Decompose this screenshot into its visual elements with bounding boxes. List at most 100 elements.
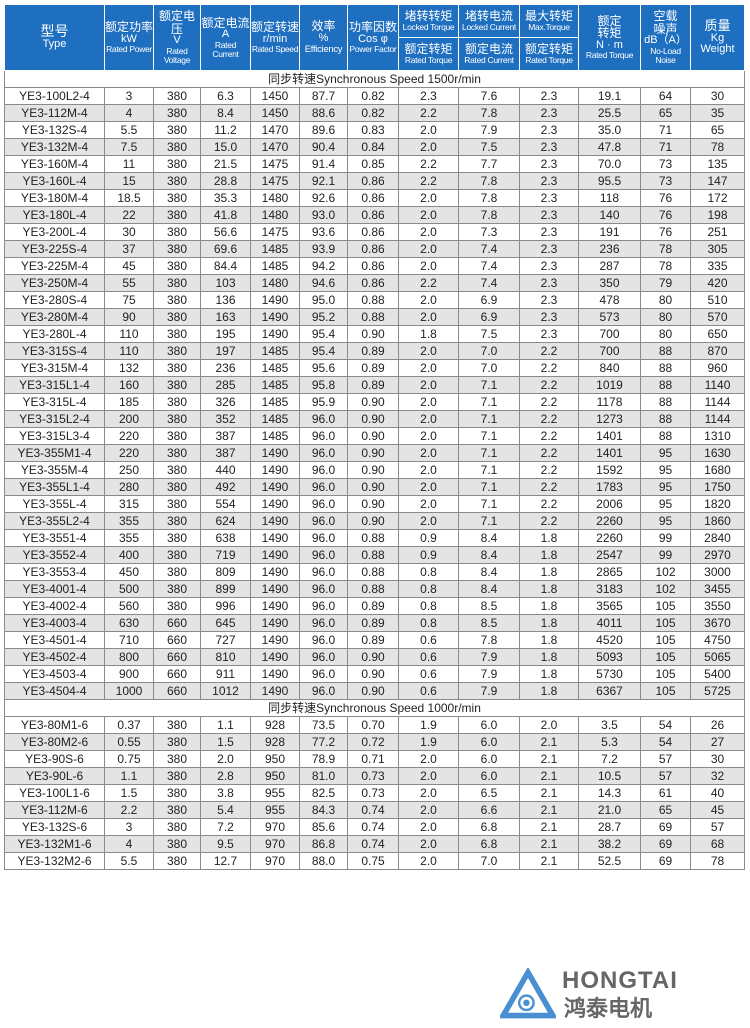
value-cell: 78.9: [299, 750, 348, 768]
value-cell: 75: [104, 291, 154, 309]
value-cell: 1475: [250, 223, 300, 241]
value-cell: 0.88: [347, 529, 399, 547]
value-cell: 7.1: [458, 427, 520, 445]
value-cell: 118: [578, 189, 641, 207]
value-cell: 7.7: [458, 155, 520, 173]
value-cell: 380: [153, 359, 201, 377]
value-cell: 45: [104, 257, 154, 275]
value-cell: 2.3: [519, 104, 579, 122]
section-title: 同步转速Synchronous Speed 1000r/min: [4, 699, 745, 717]
value-cell: 2.3: [519, 121, 579, 139]
value-cell: 99: [640, 529, 691, 547]
value-cell: 1.8: [519, 631, 579, 649]
value-cell: 76: [640, 206, 691, 224]
value-cell: 0.74: [347, 801, 399, 819]
model-cell: YE3-80M1-6: [4, 716, 105, 734]
header-en: Rated Voltage: [163, 45, 191, 65]
value-cell: 32: [690, 767, 745, 785]
value-cell: 380: [153, 835, 201, 853]
value-cell: 3455: [690, 580, 745, 598]
value-cell: 1401: [578, 444, 641, 462]
value-cell: 61: [640, 784, 691, 802]
value-cell: 2.3: [519, 138, 579, 156]
value-cell: 1592: [578, 461, 641, 479]
value-cell: 2.0: [398, 223, 459, 241]
value-cell: 0.90: [347, 393, 399, 411]
table-row: YE3-355L-4 315 380 554 1490 96.0 0.90 2.0 7.1 2.2…: [4, 495, 745, 513]
value-cell: 7.2: [200, 818, 251, 836]
header-unit: N · m: [596, 38, 623, 51]
header-en: No-Load: [650, 45, 681, 56]
value-cell: 2.3: [519, 325, 579, 343]
table-row: YE3-160M-4 11 380 21.5 1475 91.4 0.85 2.2 7.7 2.3…: [4, 155, 745, 173]
value-cell: 0.89: [347, 631, 399, 649]
header-cn: 最大转矩: [524, 9, 573, 24]
model-cell: YE3-315M-4: [4, 359, 105, 377]
value-cell: 0.82: [347, 104, 399, 122]
value-cell: 7.1: [458, 461, 520, 479]
header-cn: 堵转电流: [464, 9, 513, 24]
header-cn: 额定转速: [251, 19, 300, 34]
value-cell: 0.8: [398, 563, 459, 581]
value-cell: 2840: [690, 529, 745, 547]
value-cell: 450: [104, 563, 154, 581]
value-cell: 7.8: [458, 206, 520, 224]
value-cell: 2.1: [519, 852, 579, 870]
model-cell: YE3-200L-4: [4, 223, 105, 241]
table-row: YE3-315S-4 110 380 197 1485 95.4 0.89 2.0 7.0 2.2…: [4, 342, 745, 360]
value-cell: 1490: [250, 495, 300, 513]
value-cell: 2.0: [398, 291, 459, 309]
value-cell: 54: [640, 733, 691, 751]
table-row: YE3-100L1-6 1.5 380 3.8 955 82.5 0.73 2.0 6.5 2.1…: [4, 784, 745, 802]
model-cell: YE3-355M1-4: [4, 444, 105, 462]
value-cell: 55: [104, 274, 154, 292]
value-cell: 80: [640, 308, 691, 326]
value-cell: 970: [250, 835, 300, 853]
value-cell: 2.0: [398, 750, 459, 768]
value-cell: 80: [640, 291, 691, 309]
value-cell: 2.2: [104, 801, 154, 819]
value-cell: 0.8: [398, 614, 459, 632]
value-cell: 2.2: [398, 172, 459, 190]
header-unit: A: [221, 28, 230, 41]
value-cell: 970: [250, 852, 300, 870]
model-cell: YE3-132M2-6: [4, 852, 105, 870]
value-cell: 1480: [250, 189, 300, 207]
value-cell: 380: [153, 189, 201, 207]
value-cell: 970: [250, 818, 300, 836]
table-row: YE3-180M-4 18.5 380 35.3 1480 92.6 0.86 2.0 7.8 2…: [4, 189, 745, 207]
value-cell: 2.2: [519, 410, 579, 428]
value-cell: 2.3: [398, 87, 459, 105]
value-cell: 6.3: [200, 87, 251, 105]
value-cell: 380: [153, 104, 201, 122]
value-cell: 2.0: [398, 121, 459, 139]
header-unit: Kg: [710, 31, 725, 44]
model-cell: YE3-132M1-6: [4, 835, 105, 853]
value-cell: 2.0: [398, 138, 459, 156]
value-cell: 0.86: [347, 257, 399, 275]
value-cell: 88.6: [299, 104, 348, 122]
value-cell: 3: [104, 87, 154, 105]
value-cell: 660: [153, 682, 201, 700]
value-cell: 0.90: [347, 427, 399, 445]
value-cell: 0.75: [347, 852, 399, 870]
model-cell: YE3-315L2-4: [4, 410, 105, 428]
value-cell: 69: [640, 818, 691, 836]
model-cell: YE3-4502-4: [4, 648, 105, 666]
value-cell: 2.3: [519, 240, 579, 258]
value-cell: 88: [640, 376, 691, 394]
model-cell: YE3-180M-4: [4, 189, 105, 207]
value-cell: 0.89: [347, 614, 399, 632]
value-cell: 2.0: [398, 835, 459, 853]
value-cell: 6.6: [458, 801, 520, 819]
value-cell: 0.9: [398, 546, 459, 564]
value-cell: 8.5: [458, 597, 520, 615]
value-cell: 96.0: [299, 665, 348, 683]
value-cell: 38.2: [578, 835, 641, 853]
value-cell: 420: [690, 274, 745, 292]
value-cell: 88.0: [299, 852, 348, 870]
value-cell: 2.2: [398, 274, 459, 292]
value-cell: 5.5: [104, 121, 154, 139]
value-cell: 0.83: [347, 121, 399, 139]
value-cell: 0.73: [347, 767, 399, 785]
